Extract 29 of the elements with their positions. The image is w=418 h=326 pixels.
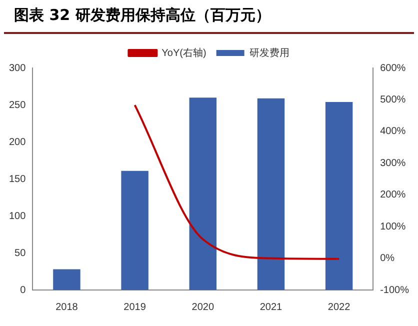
y2-tick-label: 400% — [380, 126, 406, 138]
y2-tick-label: 600% — [380, 62, 406, 74]
x-tick-label: 2021 — [260, 302, 283, 313]
y2-tick-label: 0% — [380, 253, 395, 264]
legend-label: YoY(右轴) — [162, 46, 206, 59]
y-tick-label: 0 — [20, 284, 26, 296]
y-tick-label: 150 — [8, 174, 26, 185]
y-tick-label: 250 — [8, 100, 26, 111]
legend-label: 研发费用 — [249, 46, 290, 59]
y-tick-label: 300 — [8, 62, 26, 74]
y2-tick-label: -100% — [380, 284, 410, 296]
bar — [257, 98, 285, 290]
bar — [325, 102, 353, 290]
line-series — [134, 104, 340, 260]
bar — [53, 269, 80, 290]
chart-title: 图表 32 研发费用保持高位（百万元） — [4, 0, 414, 34]
y2-tick-label: 500% — [380, 94, 406, 106]
y2-tick-label: 100% — [380, 221, 406, 232]
x-tick-label: 2022 — [328, 302, 351, 313]
bar — [121, 170, 148, 290]
y-tick-label: 100 — [8, 210, 26, 222]
y2-tick-label: 300% — [380, 158, 406, 169]
x-tick-label: 2020 — [192, 302, 214, 313]
x-tick-label: 2019 — [124, 302, 146, 313]
y-tick-label: 50 — [14, 248, 26, 259]
y2-tick-label: 200% — [380, 190, 406, 201]
bar — [189, 98, 217, 290]
x-tick-label: 2018 — [56, 302, 78, 313]
y-tick-label: 200 — [8, 136, 26, 148]
